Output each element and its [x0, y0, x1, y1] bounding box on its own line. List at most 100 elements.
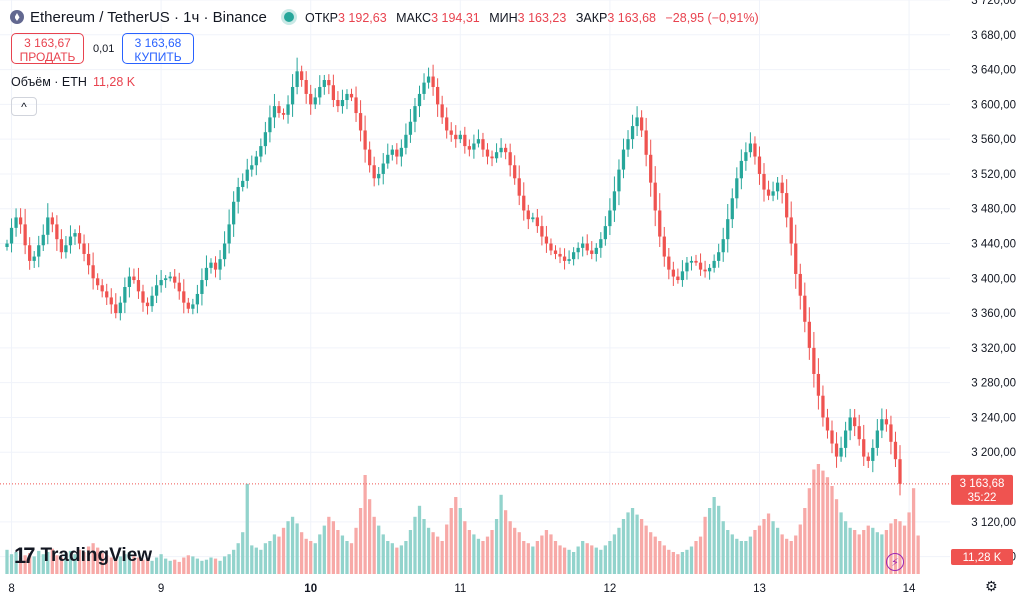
- open-label: ОТКР: [305, 11, 338, 25]
- volume-bar: [454, 497, 458, 574]
- candle-body: [127, 276, 132, 287]
- price-tick-label: 3 400,00: [971, 273, 1016, 285]
- volume-bar: [77, 549, 82, 574]
- candle-body: [209, 262, 213, 268]
- collapse-legend-button[interactable]: ^: [11, 97, 37, 116]
- candle-body: [377, 173, 381, 179]
- high-label: МАКС: [396, 11, 432, 25]
- candle-body: [662, 236, 666, 257]
- volume-bar: [368, 499, 372, 574]
- live-status-dot: [284, 12, 294, 22]
- price-tick-label: 3 720,00: [971, 0, 1016, 7]
- volume-bar: [268, 541, 272, 574]
- candle-body: [735, 178, 739, 199]
- volume-bar: [780, 534, 784, 574]
- candle-body: [875, 430, 879, 448]
- volume-bar: [617, 527, 621, 574]
- price-tick-label: 3 240,00: [971, 412, 1016, 424]
- sell-button[interactable]: 3 163,67 ПРОДАТЬ: [11, 33, 84, 64]
- volume-bar: [848, 527, 852, 574]
- candle-body: [136, 280, 141, 292]
- low-value: 3 163,23: [517, 11, 567, 25]
- candle-body: [336, 100, 340, 107]
- volume-bar: [785, 538, 789, 574]
- candle-body: [649, 154, 653, 183]
- volume-bar: [440, 541, 444, 574]
- open-value: 3 192,63: [337, 11, 387, 25]
- candle-body: [154, 285, 159, 296]
- candle-body: [712, 260, 716, 268]
- candle-body: [848, 417, 852, 431]
- price-axis[interactable]: 3 720,00 3 680,00 3 640,00 3 600,00 3 560,00…: [950, 0, 1024, 574]
- volume-bar: [730, 534, 734, 574]
- volume-bar: [404, 541, 408, 574]
- candle-body: [703, 269, 707, 272]
- candle-body: [426, 76, 431, 83]
- volume-bar: [685, 549, 689, 574]
- volume-bar: [707, 508, 712, 574]
- tradingview-logo[interactable]: 17 TradingView: [14, 543, 152, 569]
- volume-bar: [766, 513, 771, 574]
- volume-bar: [748, 536, 753, 574]
- volume-bar: [907, 512, 911, 574]
- volume-bar: [499, 494, 503, 574]
- volume-bar: [105, 555, 109, 574]
- volume-bar: [476, 538, 481, 574]
- volume-bar: [431, 532, 435, 574]
- time-axis[interactable]: 8 9 10 11 12 13 14: [8, 583, 916, 595]
- volume-bar: [603, 545, 607, 574]
- volume-bar: [254, 547, 258, 574]
- volume-bar: [594, 547, 598, 574]
- volume-bar: [281, 527, 286, 574]
- symbol-title[interactable]: Ethereum / TetherUS · 1ч · Binance: [30, 9, 267, 26]
- buy-button[interactable]: 3 163,68 КУПИТЬ: [122, 33, 194, 64]
- volume-bar: [798, 524, 802, 574]
- volume-bar: [902, 525, 907, 574]
- time-tick-label: 11: [454, 583, 466, 595]
- candle-body: [794, 243, 798, 274]
- volume-bar: [531, 546, 535, 574]
- low-label: МИН: [489, 11, 518, 25]
- candle-body: [467, 146, 471, 150]
- candle-body: [612, 191, 617, 211]
- candle-body: [871, 447, 875, 461]
- candle-body: [544, 236, 549, 244]
- volume-bar: [118, 556, 122, 574]
- gear-icon[interactable]: ⚙: [985, 578, 998, 594]
- candle-body: [349, 93, 354, 98]
- candle-body: [490, 156, 494, 159]
- candle-body: [173, 276, 177, 283]
- candle-body: [766, 189, 771, 196]
- candle-body: [812, 347, 816, 374]
- volume-bar: [889, 523, 893, 574]
- candle-body: [762, 173, 766, 190]
- close-value: 3 163,68: [607, 11, 656, 25]
- candle-body: [821, 395, 825, 418]
- volume-bar: [109, 557, 113, 574]
- candle-body: [64, 245, 68, 253]
- volume-bar: [671, 552, 675, 574]
- candle-body: [390, 149, 394, 155]
- volume-bar: [377, 525, 381, 574]
- candle-body: [680, 271, 685, 281]
- candle-body: [281, 113, 286, 115]
- volume-bar: [272, 534, 277, 574]
- candle-body: [114, 304, 118, 314]
- volume-bar: [46, 552, 50, 574]
- candle-body: [309, 93, 313, 105]
- lightning-icon[interactable]: ⚡: [886, 553, 904, 571]
- volume-bar: [37, 550, 41, 574]
- candle-body: [28, 245, 32, 261]
- candle-body: [77, 233, 82, 244]
- volume-bar: [50, 548, 54, 574]
- candle-body: [327, 80, 331, 86]
- volume-bar: [100, 553, 104, 574]
- candle-body: [300, 71, 304, 81]
- volume-bar: [358, 508, 363, 574]
- candle-body: [363, 130, 367, 150]
- sell-price: 3 163,67: [24, 36, 71, 50]
- chart-header: Ethereum / TetherUS · 1ч · Binance ОТКР3…: [0, 0, 950, 32]
- candle-body: [417, 93, 422, 107]
- volume-legend[interactable]: Объём · ETH 11,28 K: [11, 75, 135, 89]
